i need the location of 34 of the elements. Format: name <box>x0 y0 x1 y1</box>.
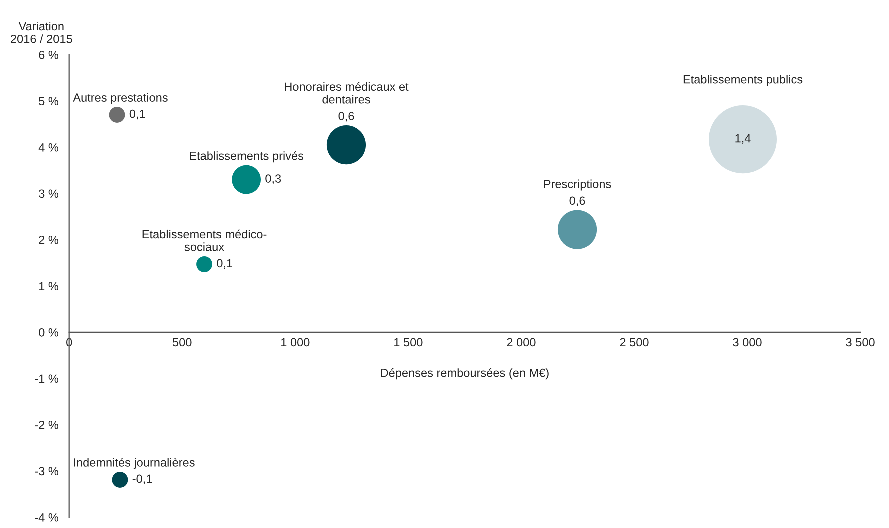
y-tick-label: -1 % <box>35 374 59 384</box>
annotation: 0,1 <box>130 110 146 120</box>
y-tick-label: -3 % <box>35 467 59 476</box>
x-tick-label: 2 500 <box>620 338 649 347</box>
series-label: Etablissements médico- sociaux <box>142 230 267 252</box>
y-tick-label: 0 % <box>39 328 59 337</box>
x-tick-label: 1 500 <box>394 338 423 347</box>
annotation: 1,4 <box>736 134 751 144</box>
y-tick-label: 3 % <box>39 190 59 198</box>
y-tick-label: 4 % <box>38 144 59 152</box>
text: Honoraires médicaux et dentaires <box>285 82 409 104</box>
y-tick-label: 1 % <box>39 282 59 291</box>
series-label: Autres prestations <box>73 93 168 104</box>
annotation: 0,1 <box>217 259 233 269</box>
x-tick-label: 500 <box>172 338 192 347</box>
x-tick-label: 3 000 <box>733 338 762 347</box>
annotation: -0,1 <box>132 474 152 485</box>
y-tick-label: -2 % <box>35 420 59 430</box>
y-tick-label: 5 % <box>39 97 59 106</box>
y-tick-label: 6 % <box>39 50 59 60</box>
y-axis-title: Variation 2016 / 2015 <box>11 22 72 44</box>
text: Prescriptions <box>544 180 612 191</box>
y-tick-label: -4 % <box>35 514 59 522</box>
x-tick-label: 2 000 <box>507 338 536 347</box>
annotation: 0,3 <box>266 174 282 184</box>
text: Etablissements publics <box>684 75 803 86</box>
series-label: Etablissements privés <box>190 151 304 163</box>
x-tick-label: 1 000 <box>282 338 310 347</box>
y-tick-label: 2 % <box>39 236 59 244</box>
annotation: 0,6 <box>570 196 586 206</box>
x-axis-title: Dépenses remboursées (en M€) <box>381 368 549 380</box>
annotation: 0,6 <box>338 112 354 122</box>
x-tick-label: 3 500 <box>846 338 875 347</box>
series-label: Indemnités journalières <box>74 458 195 470</box>
